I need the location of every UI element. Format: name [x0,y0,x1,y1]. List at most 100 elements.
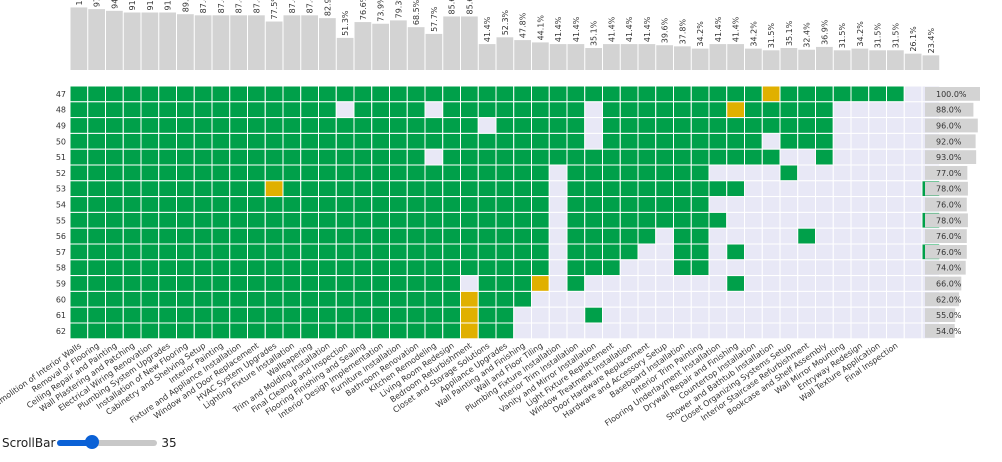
heatmap-cell [335,164,355,182]
heatmap-cell [832,290,852,308]
heatmap-cell [69,148,89,166]
heatmap-cell [300,259,319,277]
heatmap-cell [87,243,106,261]
row-summary-bar [925,197,967,212]
heatmap-cell [655,211,674,229]
heatmap-cell [442,211,461,229]
heatmap-cell [318,290,337,308]
heatmap-cell [903,101,923,119]
scrollbar-control[interactable]: ScrollBar 35 [2,433,177,453]
heatmap-cell [903,259,923,277]
heatmap-cell [637,306,657,324]
heatmap-cell [282,227,302,245]
heatmap-cell [761,243,781,261]
row-label: 62 [56,327,66,336]
column-summary-label: 91.9% [146,0,155,11]
heatmap-cell [229,227,248,245]
heatmap-cell [389,180,408,198]
heatmap-cell [87,322,106,340]
heatmap-cell [460,180,479,198]
heatmap-cell [442,117,461,134]
heatmap-cell [371,132,390,150]
heatmap-cell [797,132,816,150]
heatmap-cell [566,322,586,340]
heatmap-cell [140,101,160,119]
heatmap-cell [371,148,390,166]
heatmap-cell [442,148,461,166]
column-summary-label: 34.2% [696,21,705,47]
heatmap-cell [726,148,745,166]
heatmap-cell [708,259,728,277]
heatmap-cell [708,275,728,292]
heatmap-cell [460,322,479,340]
heatmap-cell [335,132,355,150]
heatmap-cell [673,132,692,150]
heatmap-cell [513,290,532,308]
heatmap-cell [761,85,781,103]
heatmap-cell [602,196,621,213]
heatmap-cell [353,211,373,229]
heatmap-cell [495,196,515,213]
heatmap-cell [495,180,515,198]
row-summary-label: 54.0% [936,327,962,336]
heatmap-cell [318,275,337,292]
scrollbar-track[interactable] [57,435,158,449]
heatmap-cell [477,211,497,229]
heatmap-cell [744,85,763,103]
heatmap-cell [832,180,852,198]
column-summary-bar [780,48,798,70]
heatmap-cell [158,85,177,103]
heatmap-cell [779,196,799,213]
heatmap-cell [229,117,248,134]
row-summary-label: 76.0% [936,232,962,241]
scrollbar-thumb[interactable] [85,435,100,449]
heatmap-cell [531,211,550,229]
heatmap-cell [442,243,461,261]
heatmap-cell [264,306,284,324]
heatmap-cell [566,101,586,119]
heatmap-cell [300,132,319,150]
heatmap-cell [619,322,639,340]
heatmap-cell [282,306,302,324]
column-summary-bar [869,50,886,70]
heatmap-cell [282,259,302,277]
heatmap-cell [122,322,142,340]
heatmap-cell [140,164,160,182]
heatmap-cell [69,259,89,277]
heatmap-cell [761,275,781,292]
column-summary-bar [620,44,638,70]
column-summary-bar [762,50,780,70]
heatmap-cell [832,322,852,340]
row-label: 50 [56,137,66,146]
heatmap-cell [602,306,621,324]
heatmap-cell [176,148,195,166]
heatmap-cell [229,148,248,166]
heatmap-cell [584,148,603,166]
heatmap-cell [442,290,461,308]
heatmap-cell [460,164,479,182]
heatmap-cell [176,322,195,340]
heatmap-cell [868,275,887,292]
heatmap-cell [619,243,639,261]
column-summary-label: 35.1% [785,20,794,46]
heatmap-cell [158,227,177,245]
heatmap-cell [460,306,479,324]
heatmap-cell [264,101,284,119]
heatmap-cell [122,132,142,150]
heatmap-cell [761,196,781,213]
heatmap-cell [797,290,816,308]
row-summary-bar [925,181,968,196]
heatmap-cell [158,290,177,308]
heatmap-cell [886,180,905,198]
heatmap-cell [886,117,905,134]
heatmap-cell [353,306,373,324]
heatmap-cell [886,164,905,182]
heatmap-cell [832,227,852,245]
heatmap-cell [300,243,319,261]
row-label: 61 [56,311,66,320]
scrollbar-label: ScrollBar [2,436,56,450]
heatmap-cell [690,290,710,308]
heatmap-cell [548,322,568,340]
heatmap-cell [708,322,728,340]
heatmap-cell [619,275,639,292]
